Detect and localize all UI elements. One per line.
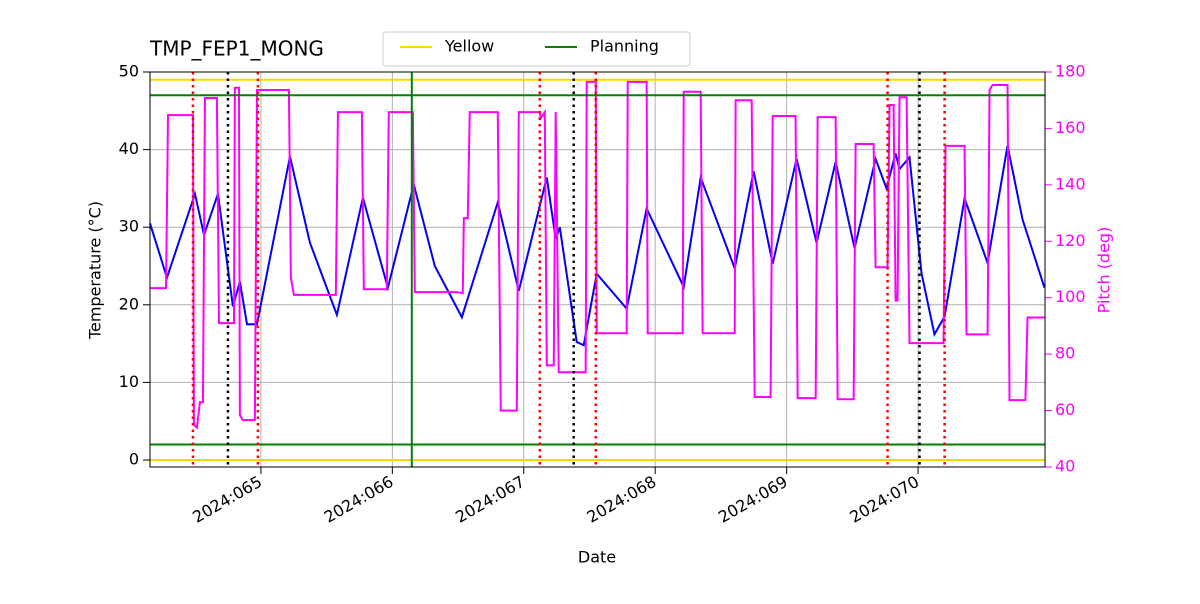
y-tick-label: 40 (119, 139, 139, 158)
y2-tick-label: 100 (1055, 287, 1086, 306)
pitch-line (150, 80, 1045, 430)
y-tick-label: 20 (119, 294, 139, 313)
y2-tick-label: 120 (1055, 231, 1086, 250)
y-axis-label: Temperature (°C) (86, 201, 105, 340)
y2-tick-label: 180 (1055, 62, 1086, 81)
y2-tick-label: 140 (1055, 174, 1086, 193)
y-tick-label: 0 (129, 450, 139, 469)
y-tick-label: 30 (119, 217, 139, 236)
y2-tick-label: 40 (1055, 457, 1075, 476)
legend-label: Planning (590, 37, 659, 56)
x-axis-label: Date (578, 548, 616, 567)
y2-tick-label: 160 (1055, 118, 1086, 137)
chart-title: TMP_FEP1_MONG (149, 37, 324, 61)
legend-label: Yellow (444, 37, 494, 56)
y2-tick-label: 60 (1055, 400, 1075, 419)
y-tick-label: 10 (119, 372, 139, 391)
plot-frame (149, 71, 1046, 468)
y2-tick-label: 80 (1055, 344, 1075, 363)
legend-box (382, 31, 691, 67)
y2-axis-label: Pitch (deg) (1095, 227, 1114, 314)
y-tick-label: 50 (119, 62, 139, 81)
